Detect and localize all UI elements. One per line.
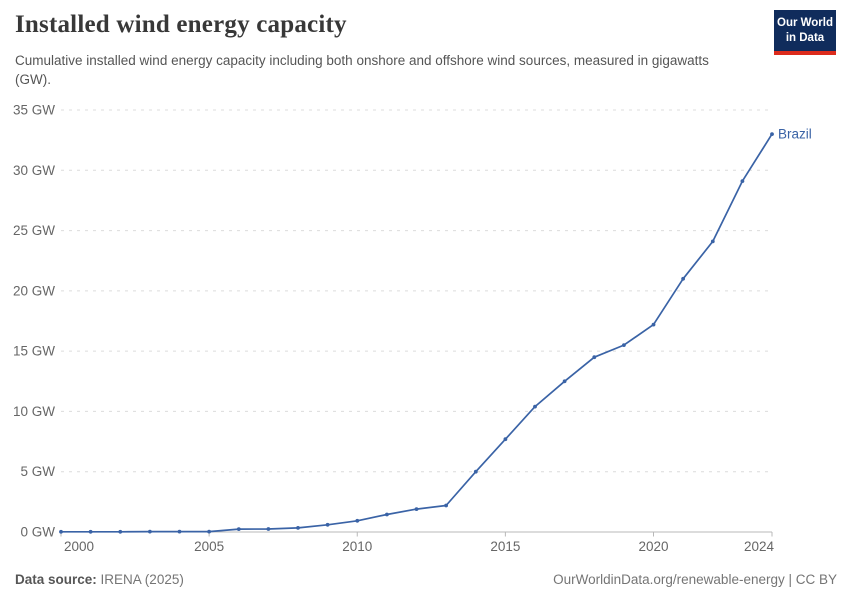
y-tick-label: 15 GW xyxy=(13,344,55,359)
data-point xyxy=(681,276,685,281)
x-tick-label: 2005 xyxy=(194,539,224,554)
data-point xyxy=(414,507,419,511)
x-tick-label: 2000 xyxy=(64,539,94,554)
data-point xyxy=(325,522,330,527)
data-point xyxy=(533,404,537,409)
data-source: Data source: IRENA (2025) xyxy=(15,572,184,587)
y-tick-label: 35 GW xyxy=(13,103,55,118)
logo-line-2: in Data xyxy=(785,31,825,44)
chart-subtitle: Cumulative installed wind energy capacit… xyxy=(15,53,709,88)
x-tick-label: 2020 xyxy=(638,539,668,554)
data-point xyxy=(473,469,478,474)
y-tick-label: 0 GW xyxy=(20,525,55,540)
data-point xyxy=(177,529,182,534)
data-point xyxy=(148,529,152,534)
footer-credit-link[interactable]: OurWorldinData.org/renewable-energy | CC… xyxy=(553,572,837,587)
y-tick-label: 10 GW xyxy=(13,404,55,419)
data-point xyxy=(562,379,567,384)
data-point xyxy=(385,512,389,517)
data-point xyxy=(59,529,63,534)
chart-footer: Data source: IRENA (2025) OurWorldinData… xyxy=(15,572,837,587)
data-source-label: Data source: xyxy=(15,572,97,587)
data-point xyxy=(236,527,241,531)
logo-line-1: Our World xyxy=(777,17,834,29)
y-tick-label: 20 GW xyxy=(13,283,55,298)
data-point xyxy=(503,437,508,442)
data-point xyxy=(444,503,448,508)
data-point xyxy=(88,529,93,534)
data-point xyxy=(710,239,715,244)
x-tick-label: 2015 xyxy=(490,539,520,554)
data-point xyxy=(296,526,300,530)
data-point xyxy=(651,322,656,327)
data-point xyxy=(592,355,597,360)
data-point xyxy=(266,527,271,531)
x-tick-label: 2024 xyxy=(744,539,775,554)
page-title: Installed wind energy capacity xyxy=(15,11,347,38)
data-point xyxy=(740,179,745,184)
x-tick-label: 2010 xyxy=(342,539,372,554)
data-point xyxy=(118,529,123,534)
data-point xyxy=(355,518,360,523)
owid-logo[interactable]: Our World in Data xyxy=(774,10,836,55)
y-tick-label: 30 GW xyxy=(13,163,55,178)
data-source-value: IRENA (2025) xyxy=(100,572,184,587)
y-tick-label: 25 GW xyxy=(13,223,55,238)
entity-label: Brazil xyxy=(778,127,812,142)
data-point xyxy=(207,529,212,534)
y-tick-label: 5 GW xyxy=(20,464,55,479)
data-point xyxy=(770,132,774,137)
data-point xyxy=(622,343,626,347)
